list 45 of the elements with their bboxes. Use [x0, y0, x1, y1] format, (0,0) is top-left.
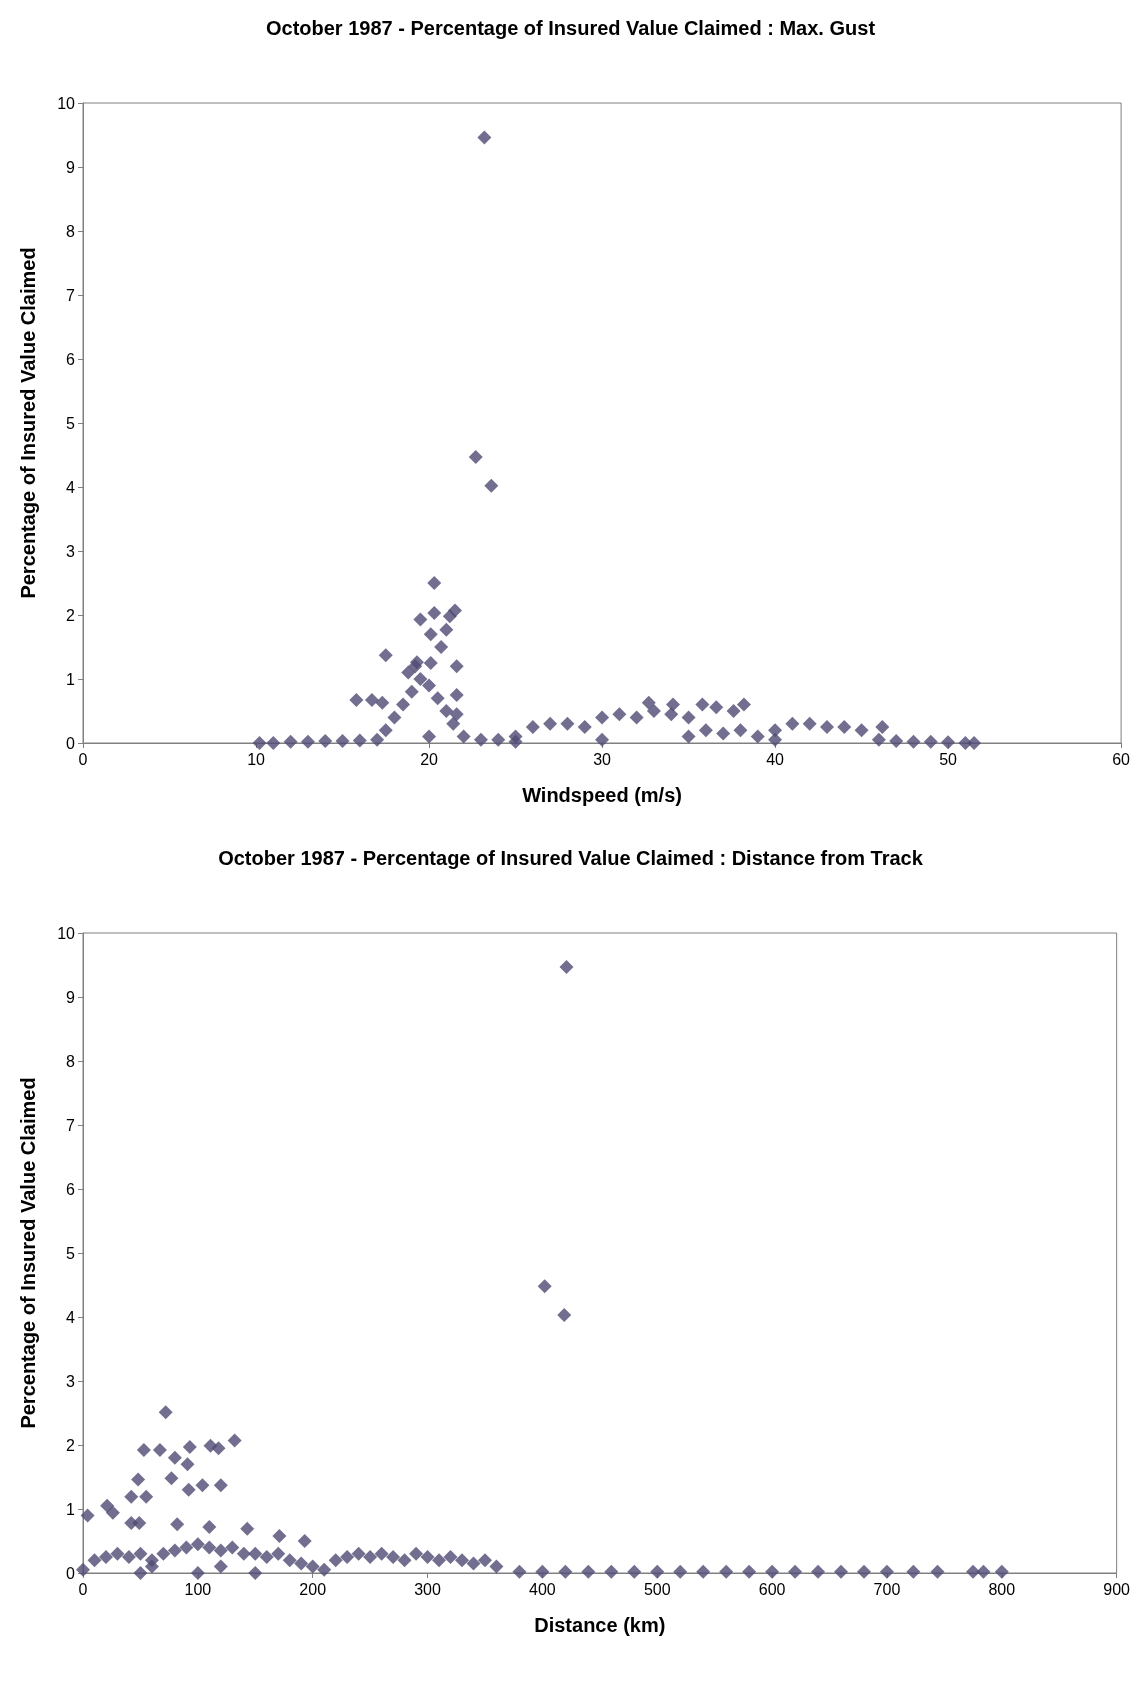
y-axis-title: Percentage of Insured Value Claimed — [17, 1077, 39, 1429]
x-tick-label: 200 — [299, 1580, 327, 1598]
x-tick-label: 20 — [420, 750, 439, 768]
y-tick-label: 3 — [66, 542, 76, 560]
x-tick-label: 0 — [78, 1580, 88, 1598]
y-tick-label: 8 — [66, 1052, 76, 1070]
y-tick-label: 7 — [66, 1116, 76, 1134]
y-tick-label: 1 — [66, 1500, 76, 1518]
x-axis-title: Distance (km) — [534, 1614, 666, 1636]
y-tick-label: 6 — [66, 1180, 76, 1198]
y-tick-label: 7 — [66, 286, 76, 304]
x-tick-label: 300 — [414, 1580, 441, 1598]
x-tick-label: 900 — [1103, 1580, 1131, 1598]
x-tick-label: 60 — [1112, 750, 1131, 768]
x-tick-label: 400 — [529, 1580, 556, 1598]
x-tick-label: 100 — [184, 1580, 212, 1598]
y-tick-label: 9 — [66, 988, 76, 1006]
x-tick-label: 500 — [643, 1580, 671, 1598]
chart-title: October 1987 - Percentage of Insured Value Claimed : Max. Gust — [265, 17, 876, 39]
y-tick-label: 9 — [66, 158, 76, 176]
y-tick-label: 10 — [57, 94, 76, 112]
y-tick-label: 5 — [66, 414, 76, 432]
y-tick-label: 5 — [66, 1244, 76, 1262]
y-tick-label: 8 — [66, 222, 76, 240]
chart-title: October 1987 - Percentage of Insured Value Claimed : Distance from Track — [218, 847, 924, 869]
x-tick-label: 40 — [766, 750, 785, 768]
x-tick-label: 700 — [873, 1580, 901, 1598]
y-tick-label: 10 — [57, 924, 76, 942]
x-tick-label: 30 — [593, 750, 612, 768]
y-tick-label: 3 — [66, 1372, 76, 1390]
y-tick-label: 2 — [66, 606, 76, 624]
x-tick-label: 0 — [78, 750, 88, 768]
y-tick-label: 0 — [66, 734, 76, 752]
y-axis-title: Percentage of Insured Value Claimed — [17, 247, 39, 599]
y-tick-label: 0 — [66, 1564, 76, 1582]
x-tick-label: 10 — [247, 750, 266, 768]
y-tick-label: 1 — [66, 670, 76, 688]
y-tick-label: 2 — [66, 1436, 76, 1454]
x-tick-label: 50 — [939, 750, 958, 768]
y-tick-label: 4 — [66, 1308, 76, 1326]
x-tick-label: 600 — [758, 1580, 786, 1598]
x-tick-label: 800 — [988, 1580, 1016, 1598]
x-axis-title: Windspeed (m/s) — [522, 784, 682, 806]
y-tick-label: 6 — [66, 350, 76, 368]
y-tick-label: 4 — [66, 478, 76, 496]
